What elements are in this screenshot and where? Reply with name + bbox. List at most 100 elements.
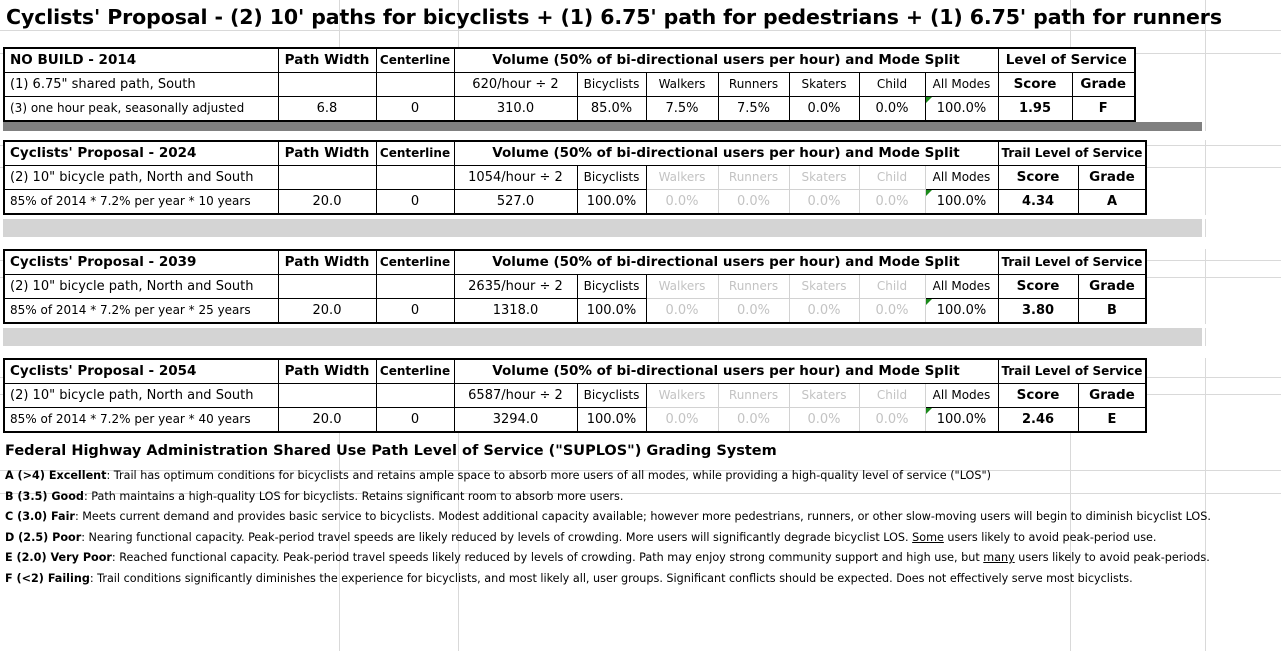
grading-scale-list: A (>4) Excellent: Trail has optimum cond… — [5, 466, 1281, 589]
column-group-volume: Volume (50% of bi-directional users per … — [453, 47, 999, 73]
grading-system-title: Federal Highway Administration Shared Us… — [5, 443, 777, 459]
section-title: Cyclists' Proposal - 2039 — [3, 249, 279, 275]
grading-scale-text: : Nearing functional capacity. Peak-peri… — [81, 530, 913, 544]
volume-formula: 6587/hour ÷ 2 — [453, 383, 578, 408]
score-value: 4.34 — [997, 189, 1079, 215]
column-header-score: Score — [997, 383, 1079, 408]
page-title: Cyclists' Proposal - (2) 10' paths for b… — [6, 5, 1222, 29]
spacer — [0, 131, 1281, 140]
grading-scale-text-cont: users likely to avoid peak-periods. — [1014, 551, 1210, 564]
column-header-score: Score — [997, 72, 1073, 97]
mode-child: 0.0% — [858, 96, 926, 122]
table-row: 85% of 2014 * 7.2% per year * 25 years 2… — [3, 298, 1147, 324]
column-header-score: Score — [997, 274, 1079, 299]
path-width-value: 20.0 — [277, 407, 377, 433]
mode-runners: 7.5% — [717, 96, 790, 122]
column-header-grade: Grade — [1077, 274, 1147, 299]
assumption-label: 85% of 2014 * 7.2% per year * 25 years — [3, 298, 279, 324]
grading-scale-grade: A (>4) Excellent — [5, 469, 107, 482]
mode-skaters: 0.0% — [788, 407, 860, 433]
assumption-label: (3) one hour peak, seasonally adjusted — [3, 96, 279, 122]
column-header-centerline: Centerline — [375, 358, 455, 384]
grading-scale-text: : Reached functional capacity. Peak-peri… — [111, 551, 984, 564]
grading-scale-text: : Trail conditions significantly diminis… — [89, 571, 1133, 585]
spacer — [0, 346, 1281, 358]
volume-formula: 1054/hour ÷ 2 — [453, 165, 578, 190]
column-header-path-width: Path Width — [277, 358, 377, 384]
column-header-skaters: Skaters — [788, 274, 860, 299]
worksheet-page: Cyclists' Proposal - (2) 10' paths for b… — [0, 5, 1281, 589]
column-header-all-modes: All Modes — [924, 72, 999, 97]
volume-formula: 620/hour ÷ 2 — [453, 72, 578, 97]
centerline-value: 0 — [375, 96, 455, 122]
mode-all-modes: 100.0% — [924, 189, 999, 215]
column-header-bicyclists: Bicyclists — [576, 383, 647, 408]
column-header-all-modes: All Modes — [924, 383, 999, 408]
column-header-centerline: Centerline — [375, 140, 455, 166]
column-header-runners: Runners — [717, 165, 790, 190]
grade-value: A — [1077, 189, 1147, 215]
volume-value: 3294.0 — [453, 407, 578, 433]
column-header-path-width: Path Width — [277, 47, 377, 73]
error-flag-icon — [926, 97, 932, 103]
column-group-volume: Volume (50% of bi-directional users per … — [453, 358, 999, 384]
table-row: 85% of 2014 * 7.2% per year * 10 years 2… — [3, 189, 1147, 215]
column-header-walkers: Walkers — [645, 72, 719, 97]
column-header-walkers: Walkers — [645, 274, 719, 299]
column-header-skaters: Skaters — [788, 72, 860, 97]
column-header-centerline: Centerline — [375, 47, 455, 73]
column-header-bicyclists: Bicyclists — [576, 72, 647, 97]
grading-scale-line: B (3.5) Good: Path maintains a high-qual… — [5, 487, 1281, 508]
centerline-value: 0 — [375, 298, 455, 324]
path-width-blank — [277, 165, 377, 190]
mode-child: 0.0% — [858, 407, 926, 433]
grading-scale-text: : Path maintains a high-quality LOS for … — [83, 489, 624, 503]
column-group-level-of-service: Level of Service — [997, 47, 1136, 73]
grading-scale-text-cont: users likely to avoid peak-period use. — [943, 530, 1157, 544]
grading-scale-emphasis: many — [983, 551, 1015, 564]
los-table-2024: Cyclists' Proposal - 2024 Path Width Cen… — [3, 140, 1148, 215]
grading-scale-line: F (<2) Failing: Trail conditions signifi… — [5, 569, 1281, 590]
column-header-grade: Grade — [1077, 383, 1147, 408]
section-title: Cyclists' Proposal - 2024 — [3, 140, 279, 166]
error-flag-icon — [926, 408, 932, 414]
mode-all-modes-value: 100.0% — [936, 194, 987, 209]
centerline-blank — [375, 274, 455, 299]
mode-runners: 0.0% — [717, 298, 790, 324]
path-width-value: 6.8 — [277, 96, 377, 122]
column-header-child: Child — [858, 274, 926, 299]
table-row: (2) 10" bicycle path, North and South 10… — [3, 165, 1147, 190]
mode-walkers: 0.0% — [645, 298, 719, 324]
path-width-blank — [277, 274, 377, 299]
assumption-label: 85% of 2014 * 7.2% per year * 40 years — [3, 407, 279, 433]
centerline-blank — [375, 165, 455, 190]
mode-all-modes-value: 100.0% — [936, 303, 987, 318]
mode-all-modes: 100.0% — [924, 96, 999, 122]
los-table-2054: Cyclists' Proposal - 2054 Path Width Cen… — [3, 358, 1148, 433]
path-description: (1) 6.75" shared path, South — [3, 72, 279, 97]
mode-runners: 0.0% — [717, 407, 790, 433]
column-header-walkers: Walkers — [645, 165, 719, 190]
grading-system-section: Federal Highway Administration Shared Us… — [5, 443, 1281, 589]
spacer — [0, 324, 1281, 328]
mode-bicyclists: 100.0% — [576, 298, 647, 324]
grading-scale-line: C (3.0) Fair: Meets current demand and p… — [5, 507, 1281, 528]
score-value: 3.80 — [997, 298, 1079, 324]
mode-all-modes: 100.0% — [924, 298, 999, 324]
grading-scale-line: A (>4) Excellent: Trail has optimum cond… — [5, 466, 1281, 487]
path-width-blank — [277, 383, 377, 408]
score-value: 1.95 — [997, 96, 1073, 122]
grading-scale-grade: D (2.5) Poor — [5, 530, 82, 544]
mode-all-modes: 100.0% — [924, 407, 999, 433]
path-description: (2) 10" bicycle path, North and South — [3, 383, 279, 408]
mode-skaters: 0.0% — [788, 189, 860, 215]
volume-value: 527.0 — [453, 189, 578, 215]
column-header-runners: Runners — [717, 274, 790, 299]
mode-skaters: 0.0% — [788, 298, 860, 324]
column-header-skaters: Skaters — [788, 165, 860, 190]
volume-formula: 2635/hour ÷ 2 — [453, 274, 578, 299]
separator-light — [3, 328, 1202, 346]
mode-skaters: 0.0% — [788, 96, 860, 122]
column-header-score: Score — [997, 165, 1079, 190]
column-group-volume: Volume (50% of bi-directional users per … — [453, 140, 999, 166]
